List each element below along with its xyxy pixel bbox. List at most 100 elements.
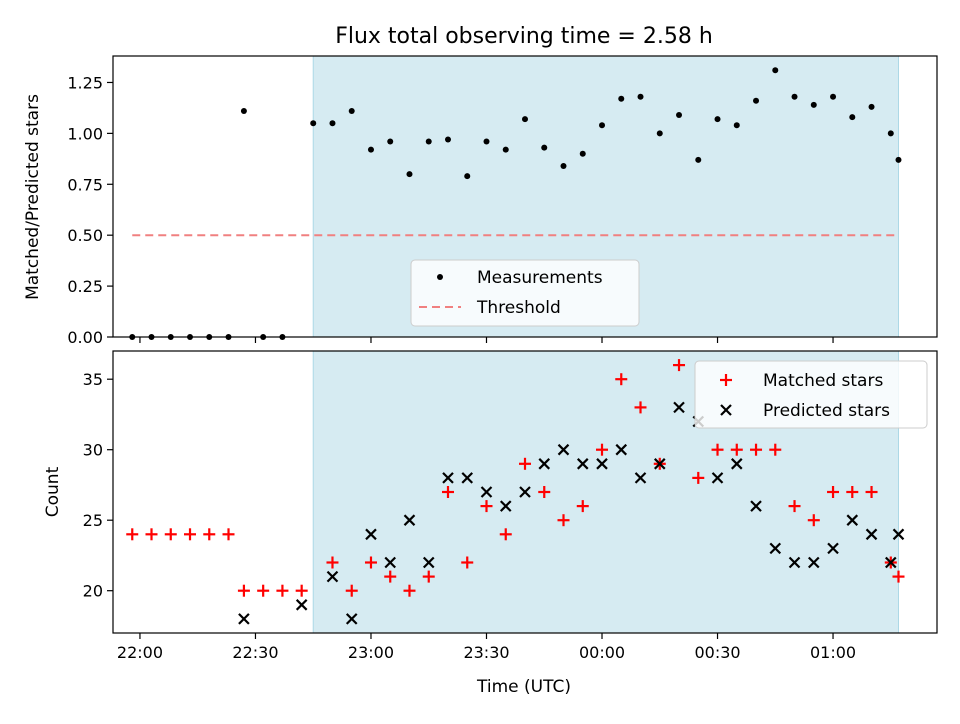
predicted-star-point xyxy=(653,458,666,470)
chart-title: Flux total observing time = 2.58 h xyxy=(335,24,713,49)
measurement-point xyxy=(830,93,837,100)
predicted-star-point-stroke xyxy=(519,486,531,498)
legend-predicted-marker xyxy=(720,404,732,416)
measurement-point xyxy=(618,95,625,102)
measurement-point xyxy=(310,120,317,127)
legend-predicted-marker-stroke xyxy=(720,404,732,416)
predicted-star-point-stroke xyxy=(461,472,474,484)
matched-star-point xyxy=(827,486,840,498)
predicted-star-point-stroke xyxy=(538,458,551,470)
legend-predicted-label: Predicted stars xyxy=(763,401,890,421)
measurement-point xyxy=(329,120,336,127)
matched-star-point xyxy=(126,528,139,541)
predicted-star-point-stroke xyxy=(238,613,250,625)
predicted-star-point-stroke xyxy=(326,570,339,583)
matched-star-point xyxy=(364,556,377,569)
matched-star-point xyxy=(257,584,270,597)
bottom-panel: 20 25 30 35 22:00 22:30 23:00 23:30 00:00 00:30 01… xyxy=(83,350,938,662)
measurement-point xyxy=(753,97,760,104)
measurement-point xyxy=(887,130,894,137)
predicted-star-point-stroke xyxy=(365,528,377,541)
top-legend: Measurements Threshold xyxy=(410,259,640,327)
predicted-star-point xyxy=(750,500,762,512)
top-y-axis-label: Matched/Predicted stars xyxy=(23,94,43,300)
predicted-star-point-stroke xyxy=(384,556,397,569)
matched-star-point xyxy=(769,443,782,456)
matched-star-point xyxy=(730,443,743,456)
measurement-point xyxy=(406,171,413,178)
predicted-star-point-stroke xyxy=(557,443,570,456)
predicted-star-point xyxy=(538,458,551,470)
matched-star-point xyxy=(673,359,686,372)
predicted-star-point xyxy=(519,486,531,498)
bottom-legend: Matched stars Predicted stars xyxy=(694,360,928,429)
matched-star-point xyxy=(711,443,724,456)
top-y-tick-label: 0.25 xyxy=(67,277,103,296)
predicted-star-point xyxy=(238,613,250,625)
legend-matched-label: Matched stars xyxy=(763,371,883,391)
legend-measurements-marker xyxy=(437,274,443,280)
predicted-star-point xyxy=(461,472,474,484)
predicted-star-point-stroke xyxy=(576,458,589,470)
measurement-point xyxy=(240,107,247,114)
measurement-point xyxy=(425,138,432,145)
measurement-point xyxy=(895,156,902,163)
matched-star-point xyxy=(892,570,905,583)
predicted-star-point xyxy=(808,556,820,569)
bottom-y-tick-label: 30 xyxy=(83,441,103,460)
predicted-star-point xyxy=(788,556,801,569)
matched-star-point xyxy=(499,528,512,541)
top-legend-box xyxy=(410,259,640,327)
predicted-star-point xyxy=(730,458,743,470)
measurement-point xyxy=(714,116,721,123)
matched-star-point xyxy=(750,443,763,456)
top-y-tick-label: 0.75 xyxy=(67,175,103,194)
x-tick-label: 23:30 xyxy=(463,643,509,662)
predicted-star-point xyxy=(295,599,308,611)
predicted-star-point xyxy=(365,528,377,541)
predicted-star-point xyxy=(326,570,339,583)
x-tick-label: 22:30 xyxy=(232,643,278,662)
predicted-star-point-stroke xyxy=(788,556,801,569)
matched-star-point xyxy=(384,570,397,583)
bottom-frame xyxy=(112,350,938,634)
matched-star-point xyxy=(203,528,216,541)
x-axis-label: Time (UTC) xyxy=(476,677,571,697)
bottom-y-tick-label: 35 xyxy=(83,370,103,389)
predicted-star-point-stroke xyxy=(615,443,628,456)
predicted-star-point xyxy=(885,556,897,569)
predicted-star-point-stroke xyxy=(673,401,685,414)
predicted-star-point xyxy=(846,514,859,526)
predicted-star-point-stroke xyxy=(295,599,308,611)
matched-star-point xyxy=(422,570,435,583)
predicted-star-point-stroke xyxy=(653,458,666,470)
predicted-star-point xyxy=(634,472,647,484)
matched-star-point xyxy=(237,584,250,597)
top-y-tick-label: 1.00 xyxy=(67,124,103,143)
matched-star-point xyxy=(295,584,308,597)
predicted-star-point-stroke xyxy=(730,458,743,470)
measurement-point xyxy=(676,112,683,119)
predicted-star-point xyxy=(499,500,512,512)
matched-star-point xyxy=(461,556,474,569)
predicted-star-point-stroke xyxy=(846,514,859,526)
matched-star-point xyxy=(145,528,158,541)
matched-star-point xyxy=(846,486,859,498)
measurement-point xyxy=(387,138,394,145)
measurement-point xyxy=(733,122,740,129)
measurement-point xyxy=(810,101,817,108)
matched-star-point xyxy=(326,556,339,569)
legend-threshold-label: Threshold xyxy=(476,298,561,318)
measurement-point xyxy=(522,116,528,123)
predicted-star-point xyxy=(403,514,416,526)
matched-star-point xyxy=(596,443,609,456)
bottom-y-tick-label: 20 xyxy=(83,582,103,601)
matched-star-point xyxy=(576,500,589,513)
predicted-star-point-stroke xyxy=(345,613,358,625)
matched-star-point xyxy=(788,500,801,513)
measurement-point xyxy=(444,136,451,143)
predicted-star-point-stroke xyxy=(827,542,839,555)
measurement-point xyxy=(772,67,779,74)
top-frame xyxy=(112,55,938,338)
